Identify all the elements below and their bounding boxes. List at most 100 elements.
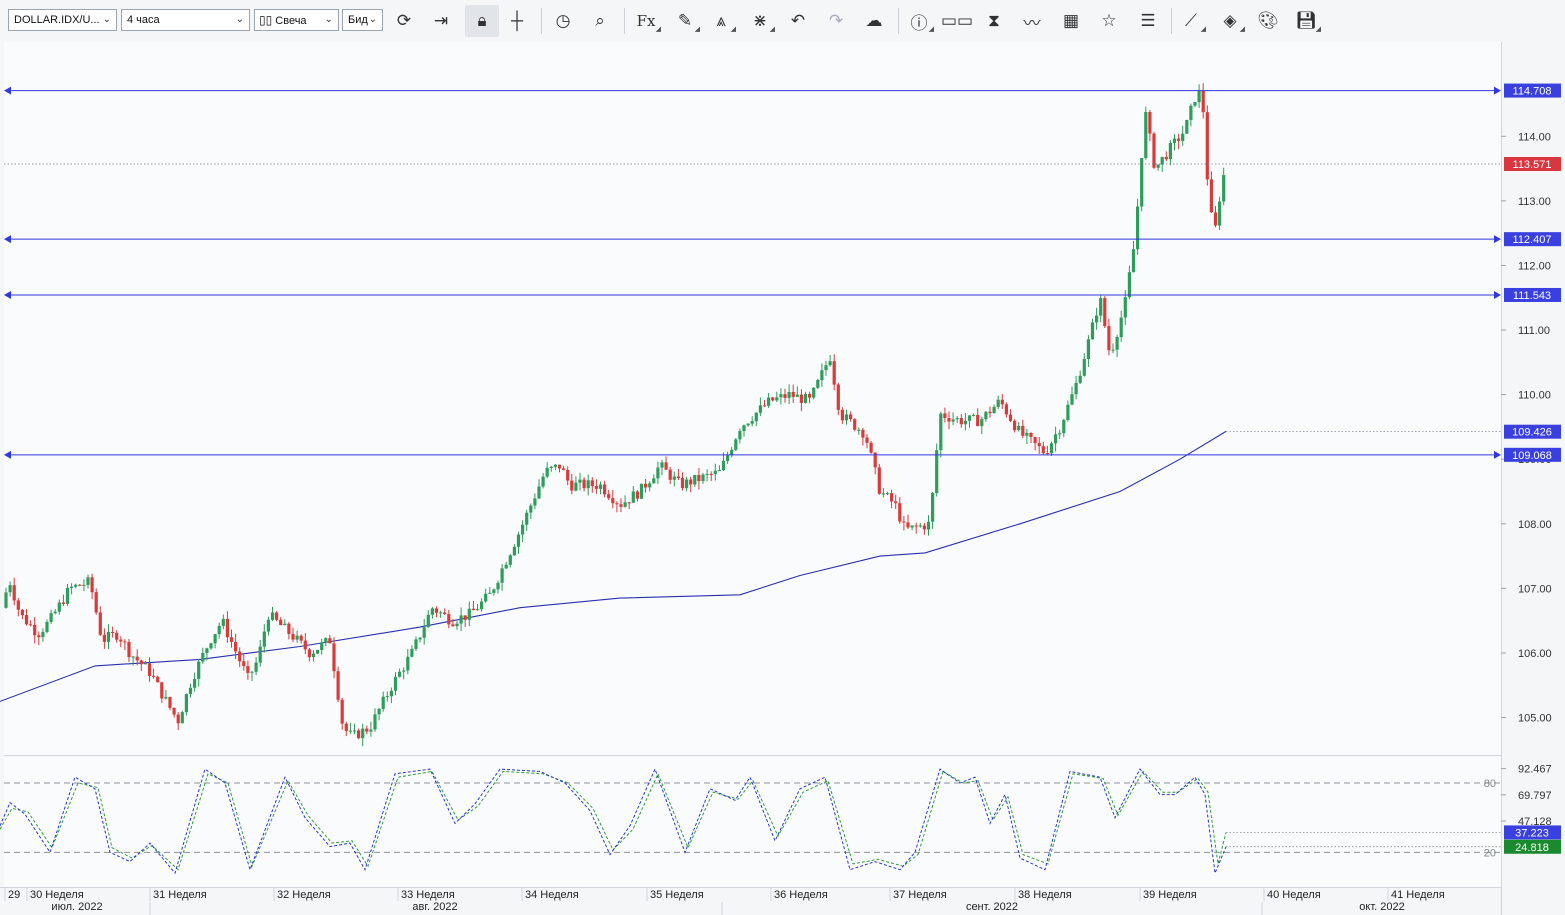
list-button[interactable]: ☰ [1133,6,1163,36]
symbol-select[interactable]: DOLLAR.IDX/U... ⌄ [8,9,117,31]
candle-body [828,361,832,366]
price-side-select[interactable]: Бид ⌄ [342,9,383,31]
pencil-button[interactable]: ✎ ◢ [677,11,700,33]
lock-button[interactable]: 🔒︎ [465,5,499,37]
candle-body [594,486,598,489]
scroll-to-end-button[interactable]: ⇥ [426,6,456,36]
candle-body [475,609,480,611]
candle-body [299,635,303,641]
zoom-button[interactable]: ⌕ [585,6,615,36]
candle-body [246,666,250,673]
y-tick-label: 107.00 [1518,583,1552,595]
candle-body [1185,120,1189,134]
candle-body [959,418,963,425]
candle-body [242,661,246,666]
price-label: 109.068 [1512,450,1552,462]
candle-body [619,504,623,507]
price-label: 113.571 [1513,159,1552,171]
y-tick-label: 111.00 [1518,325,1550,337]
candle-body [783,394,787,398]
info-button[interactable]: ⓘ ◢ [904,6,935,36]
hourglass-icon: ⧗ [988,11,1000,30]
candle-body [721,460,726,471]
candle-body [111,632,115,633]
candle-body [53,611,57,614]
candle-body [746,423,750,426]
chart-type-select[interactable]: ▯▯ Свеча ⌄ [254,9,339,31]
candle-body [234,641,238,652]
palette-button[interactable]: 🎨︎ [1253,6,1283,36]
candle-body [86,577,90,585]
refresh-icon: ⟳ [396,11,412,30]
candle-body [225,618,229,638]
undo-button[interactable]: ↶ [783,6,813,36]
candle-body [311,653,316,658]
save-button[interactable]: 💾︎ ◢ [1295,11,1321,33]
cloud-upload-button[interactable]: ☁ [859,6,889,36]
price-label: 112.407 [1513,234,1552,246]
stoch-value-label: 37.223 [1515,827,1549,839]
clock-button[interactable]: ◷ [548,6,578,36]
redo-button[interactable]: ↷ [821,6,851,36]
candle-body [1074,382,1078,395]
stoch-tick-label: 47.128 [1518,816,1552,828]
toolbar-divider [1171,8,1172,34]
price-label: 111.543 [1513,290,1551,302]
candle-body [1172,138,1177,144]
candle-body [1209,179,1213,213]
candle-body [455,623,459,627]
compare-button[interactable]: ▭▭ [941,6,973,36]
candle-body [574,482,578,491]
indicators-button[interactable]: Fx ◢ [636,12,661,33]
candle-body [377,708,381,715]
horizontal-lines[interactable] [4,86,1501,459]
candle-body [70,586,74,588]
price-axis: 114.00113.00112.00111.00110.00109.00108.… [1501,131,1552,725]
hourglass-button[interactable]: ⧗ [979,6,1009,36]
wave-button[interactable]: 〰 [1017,6,1047,36]
stoch-tick-label: 69.797 [1518,790,1552,802]
y-tick-label: 105.00 [1518,713,1552,725]
timeframe-select[interactable]: 4 часа ⌄ [121,9,250,31]
candle-body [836,384,840,410]
candle-body [996,399,1000,407]
candle-body [115,632,119,640]
redo-icon: ↷ [828,11,844,30]
stochastic-pane[interactable] [4,757,1501,887]
candle-body [1127,272,1131,298]
refresh-button[interactable]: ⟳ [389,6,419,36]
candle-body [545,467,549,477]
candle-body [348,730,352,732]
candle-body [369,729,373,732]
candle-body [529,505,533,513]
chart-area[interactable]: 114.00113.00112.00111.00110.00109.00108.… [0,42,1565,915]
candle-body [180,712,184,724]
layers-button[interactable]: ◈ ◢ [1223,11,1245,33]
wave-icon: 〰 [1023,13,1041,33]
candle-body [398,671,402,677]
favorites-button[interactable]: ☆ [1094,6,1124,36]
crosshair-button[interactable]: ┼ [502,6,532,36]
compass-button[interactable]: ⩓ ◢ [716,11,736,33]
candle-body [209,643,213,649]
trend-button[interactable]: ⟋ ◢ [1185,11,1206,33]
candle-body [414,639,418,649]
network-button[interactable]: ⋇ ◢ [752,11,775,33]
calendar-button[interactable]: ▦ [1056,6,1086,36]
candle-body [693,475,697,485]
candle-body [689,479,693,485]
candle-body [1049,443,1054,454]
candle-body [988,411,992,414]
candle-body [1111,349,1115,351]
candle-body [143,663,147,665]
candle-body [1086,339,1090,359]
candle-body [922,525,926,530]
candle-body [1168,143,1172,160]
candle-body [1193,102,1197,106]
price-label-bg [1504,424,1561,439]
candle-body [94,592,98,613]
candle-body [480,601,484,610]
price-pane[interactable] [4,42,1501,755]
candle-body [238,651,242,662]
candle-body [393,676,398,691]
